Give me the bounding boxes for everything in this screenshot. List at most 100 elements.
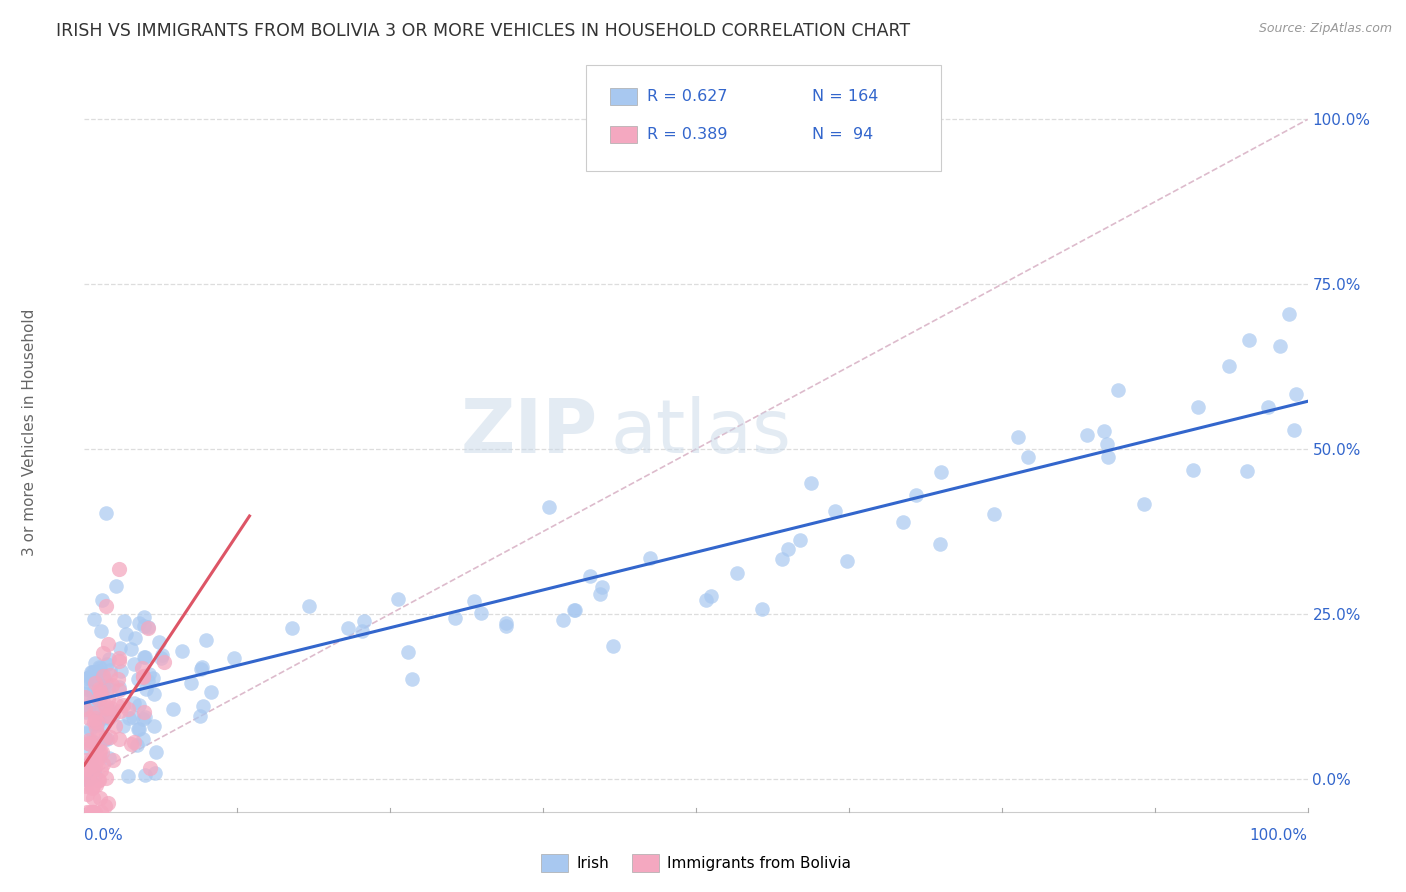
- Point: [124, 631, 146, 645]
- Point: [77, 772, 100, 786]
- Point: [143, 718, 166, 732]
- Point: [76, 761, 98, 775]
- Point: [824, 504, 846, 518]
- Point: [131, 669, 153, 683]
- Point: [83, 711, 105, 725]
- Point: [89, 751, 111, 765]
- Point: [100, 664, 122, 678]
- Point: [112, 614, 135, 628]
- Point: [107, 683, 129, 698]
- Point: [699, 589, 721, 603]
- Point: [353, 615, 375, 629]
- Point: [86, 691, 108, 706]
- Point: [89, 791, 111, 805]
- Point: [1092, 424, 1115, 438]
- Point: [80, 756, 103, 771]
- Point: [125, 738, 148, 752]
- Point: [82, 672, 104, 686]
- Point: [89, 682, 111, 697]
- Point: [89, 743, 111, 757]
- Point: [86, 683, 108, 698]
- Point: [142, 671, 165, 685]
- Point: [725, 566, 748, 581]
- Point: [87, 660, 110, 674]
- Point: [101, 707, 124, 722]
- Point: [82, 805, 104, 819]
- Point: [132, 649, 155, 664]
- Point: [77, 711, 100, 725]
- Point: [1017, 450, 1039, 465]
- Point: [1285, 386, 1308, 401]
- Point: [110, 705, 132, 719]
- Point: [86, 714, 108, 729]
- Point: [77, 732, 100, 747]
- Point: [97, 681, 120, 696]
- Point: [80, 673, 103, 687]
- Point: [82, 735, 104, 749]
- Point: [1278, 307, 1301, 321]
- Point: [1181, 463, 1204, 477]
- Point: [1007, 430, 1029, 444]
- Point: [90, 712, 112, 726]
- FancyBboxPatch shape: [610, 88, 637, 105]
- Point: [1076, 427, 1098, 442]
- Point: [87, 745, 110, 759]
- Point: [86, 721, 108, 735]
- Point: [396, 644, 419, 658]
- Point: [105, 698, 128, 712]
- Point: [77, 757, 100, 772]
- Point: [76, 672, 98, 686]
- Point: [191, 660, 214, 674]
- Text: ZIP: ZIP: [461, 396, 598, 469]
- Point: [84, 759, 107, 773]
- Point: [128, 723, 150, 737]
- Point: [83, 805, 105, 819]
- Point: [98, 668, 121, 682]
- Point: [91, 646, 114, 660]
- Point: [100, 703, 122, 717]
- Point: [108, 651, 131, 665]
- Point: [350, 624, 373, 638]
- Point: [579, 569, 602, 583]
- Point: [87, 772, 110, 787]
- Point: [105, 579, 128, 593]
- Point: [77, 670, 100, 684]
- Point: [97, 692, 120, 706]
- Point: [89, 661, 111, 675]
- Point: [96, 674, 118, 689]
- Point: [79, 772, 101, 786]
- Point: [1218, 359, 1240, 373]
- Point: [136, 620, 159, 634]
- Point: [200, 685, 222, 699]
- Point: [77, 703, 100, 717]
- Point: [83, 665, 105, 680]
- Point: [191, 698, 214, 713]
- Point: [86, 749, 108, 764]
- Point: [94, 731, 117, 746]
- Point: [138, 666, 160, 681]
- Point: [108, 641, 131, 656]
- Point: [82, 805, 104, 819]
- Point: [143, 765, 166, 780]
- Point: [127, 672, 149, 686]
- Point: [101, 753, 124, 767]
- Point: [73, 690, 96, 704]
- Text: 100.0%: 100.0%: [1250, 828, 1308, 843]
- Point: [75, 705, 97, 719]
- Point: [281, 621, 304, 635]
- Point: [150, 648, 173, 663]
- Point: [108, 654, 131, 668]
- Point: [142, 687, 165, 701]
- Point: [124, 734, 146, 748]
- Text: R = 0.627: R = 0.627: [647, 89, 727, 104]
- Point: [89, 684, 111, 698]
- Point: [89, 665, 111, 680]
- Point: [83, 735, 105, 749]
- Point: [82, 665, 104, 679]
- Point: [90, 764, 112, 778]
- Point: [336, 620, 359, 634]
- Point: [93, 703, 115, 717]
- Point: [128, 615, 150, 630]
- Point: [91, 756, 114, 771]
- Point: [222, 651, 245, 665]
